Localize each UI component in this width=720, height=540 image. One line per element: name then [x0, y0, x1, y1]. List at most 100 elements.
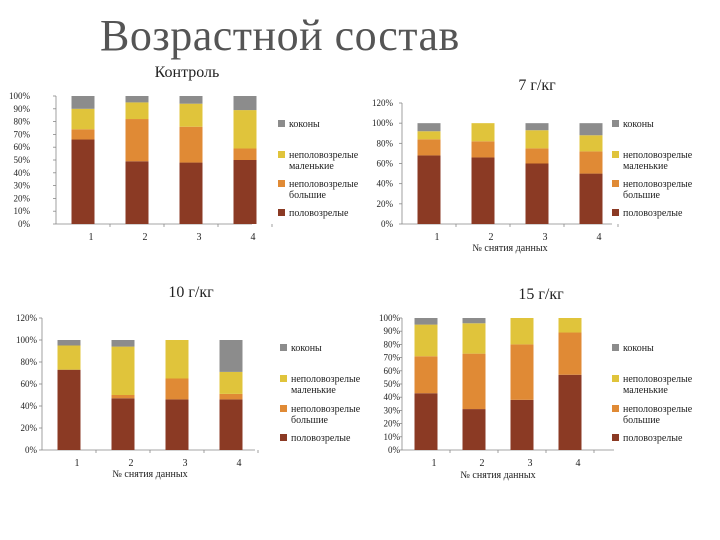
legend-label-immature-small: неполовозрелые — [623, 374, 693, 385]
bar-segment-mature — [165, 399, 189, 450]
bar-segment-immature-large — [510, 344, 534, 400]
bar-segment-immature-small — [125, 102, 149, 120]
x-tick-label: 2 — [129, 458, 134, 469]
legend-label-immature-large: большие — [289, 190, 327, 201]
legend-label-immature-large: большие — [291, 415, 329, 426]
bar-segment-immature-large — [165, 378, 189, 400]
y-tick-label: 60% — [384, 366, 401, 376]
legend-label-cocoons: коконы — [623, 119, 654, 130]
y-tick-label: 120% — [16, 313, 38, 323]
x-tick-label: 4 — [597, 232, 602, 243]
chart-7gkg: 7 г/кг 0% 20% 40% 60% 80% 100% 120% 1 2 3 4 № снятия… — [372, 77, 693, 254]
bar-segment-mature — [462, 409, 486, 450]
x-tick-label: 3 — [197, 232, 202, 243]
chart-title: Контроль — [155, 64, 220, 81]
bar-segment-cocoons — [71, 96, 95, 109]
y-tick-label: 40% — [14, 168, 31, 178]
bar-segment-cocoons — [417, 123, 441, 132]
legend-swatch-cocoons — [612, 344, 619, 351]
legend-label-immature-small: маленькие — [291, 385, 336, 396]
y-tick-label: 70% — [14, 129, 31, 139]
legend-label-immature-large: неполовозрелые — [623, 179, 693, 190]
y-tick-label: 80% — [21, 357, 38, 367]
bar-segment-immature-small — [71, 108, 95, 130]
y-tick-label: 100% — [9, 91, 31, 101]
y-tick-label: 60% — [377, 159, 394, 169]
y-tick-label: 60% — [14, 142, 31, 152]
legend-label-immature-small: маленькие — [623, 385, 668, 396]
bar-segment-immature-small — [165, 340, 189, 379]
bar-segment-immature-small — [462, 323, 486, 354]
y-tick-label: 100% — [372, 118, 394, 128]
bar-segment-mature — [414, 393, 438, 450]
x-axis-label: № снятия данных — [460, 470, 535, 481]
y-tick-label: 90% — [384, 326, 401, 336]
slide-title: Возрастной состав — [100, 11, 460, 60]
bar-segment-immature-small — [471, 123, 495, 142]
bar-segment-immature-small — [219, 371, 243, 394]
legend-label-cocoons: коконы — [289, 119, 320, 130]
bar-segment-immature-large — [471, 141, 495, 158]
legend-label-immature-small: неполовозрелые — [623, 150, 693, 161]
y-tick-label: 120% — [372, 98, 394, 108]
legend-label-mature: половозрелые — [623, 208, 683, 219]
x-tick-label: 4 — [576, 458, 581, 469]
bar-segment-immature-large — [417, 139, 441, 156]
bar-segment-mature — [179, 162, 203, 224]
bar-segment-cocoons — [462, 318, 486, 324]
bar-segment-immature-large — [233, 148, 257, 160]
bar-segment-mature — [57, 369, 81, 450]
x-tick-label: 3 — [528, 458, 533, 469]
legend-swatch-immature-large — [612, 180, 619, 187]
legend-swatch-mature — [278, 209, 285, 216]
legend-swatch-cocoons — [280, 344, 287, 351]
legend-swatch-immature-small — [612, 375, 619, 382]
y-tick-label: 60% — [21, 379, 38, 389]
bar-segment-mature — [525, 163, 549, 224]
bar-segment-cocoons — [233, 96, 257, 111]
y-tick-label: 90% — [14, 104, 31, 114]
legend-swatch-mature — [280, 434, 287, 441]
legend-swatch-immature-large — [612, 405, 619, 412]
legend-swatch-immature-large — [278, 180, 285, 187]
legend-label-mature: половозрелые — [291, 433, 351, 444]
legend-swatch-cocoons — [612, 120, 619, 127]
bar-segment-cocoons — [579, 123, 603, 136]
bar-segment-cocoons — [179, 96, 203, 104]
bar-segment-cocoons — [57, 340, 81, 346]
x-axis-label: № снятия данных — [112, 469, 187, 480]
bar-segment-immature-small — [525, 130, 549, 149]
bar-segment-immature-large — [219, 393, 243, 400]
legend-swatch-cocoons — [278, 120, 285, 127]
bar-segment-cocoons — [111, 340, 135, 347]
chart-15gkg: 15 г/кг 0% 10% 20% 30% 40% 50% 60% 70% 80% 90% 100%… — [379, 286, 693, 481]
bar-segment-immature-small — [558, 318, 582, 333]
legend-label-immature-small: неполовозрелые — [291, 374, 361, 385]
bar-segment-immature-small — [233, 110, 257, 149]
legend-swatch-mature — [612, 434, 619, 441]
bar-segment-immature-small — [510, 318, 534, 345]
x-tick-label: 4 — [237, 458, 242, 469]
bar-segment-cocoons — [125, 96, 149, 103]
x-tick-label: 2 — [489, 232, 494, 243]
chart-control: Контроль 0% 10% 20% 30% 40% 50% 60% 70% 80% 90% 100… — [9, 64, 359, 243]
y-tick-label: 80% — [14, 117, 31, 127]
bar-segment-mature — [579, 173, 603, 224]
bar-segment-cocoons — [525, 123, 549, 131]
legend-swatch-immature-large — [280, 405, 287, 412]
legend-label-mature: половозрелые — [289, 208, 349, 219]
legend-label-immature-large: большие — [623, 415, 661, 426]
legend-label-immature-small: неполовозрелые — [289, 150, 359, 161]
x-tick-label: 3 — [183, 458, 188, 469]
bar-segment-immature-large — [558, 332, 582, 375]
y-tick-label: 100% — [379, 313, 401, 323]
bar-segment-mature — [71, 139, 95, 224]
y-tick-label: 40% — [377, 179, 394, 189]
y-tick-label: 0% — [18, 219, 31, 229]
legend-label-immature-small: маленькие — [623, 161, 668, 172]
bar-segment-immature-large — [71, 129, 95, 140]
y-tick-label: 70% — [384, 353, 401, 363]
y-tick-label: 40% — [21, 401, 38, 411]
bar-segment-immature-large — [414, 356, 438, 394]
legend-label-immature-small: маленькие — [289, 161, 334, 172]
